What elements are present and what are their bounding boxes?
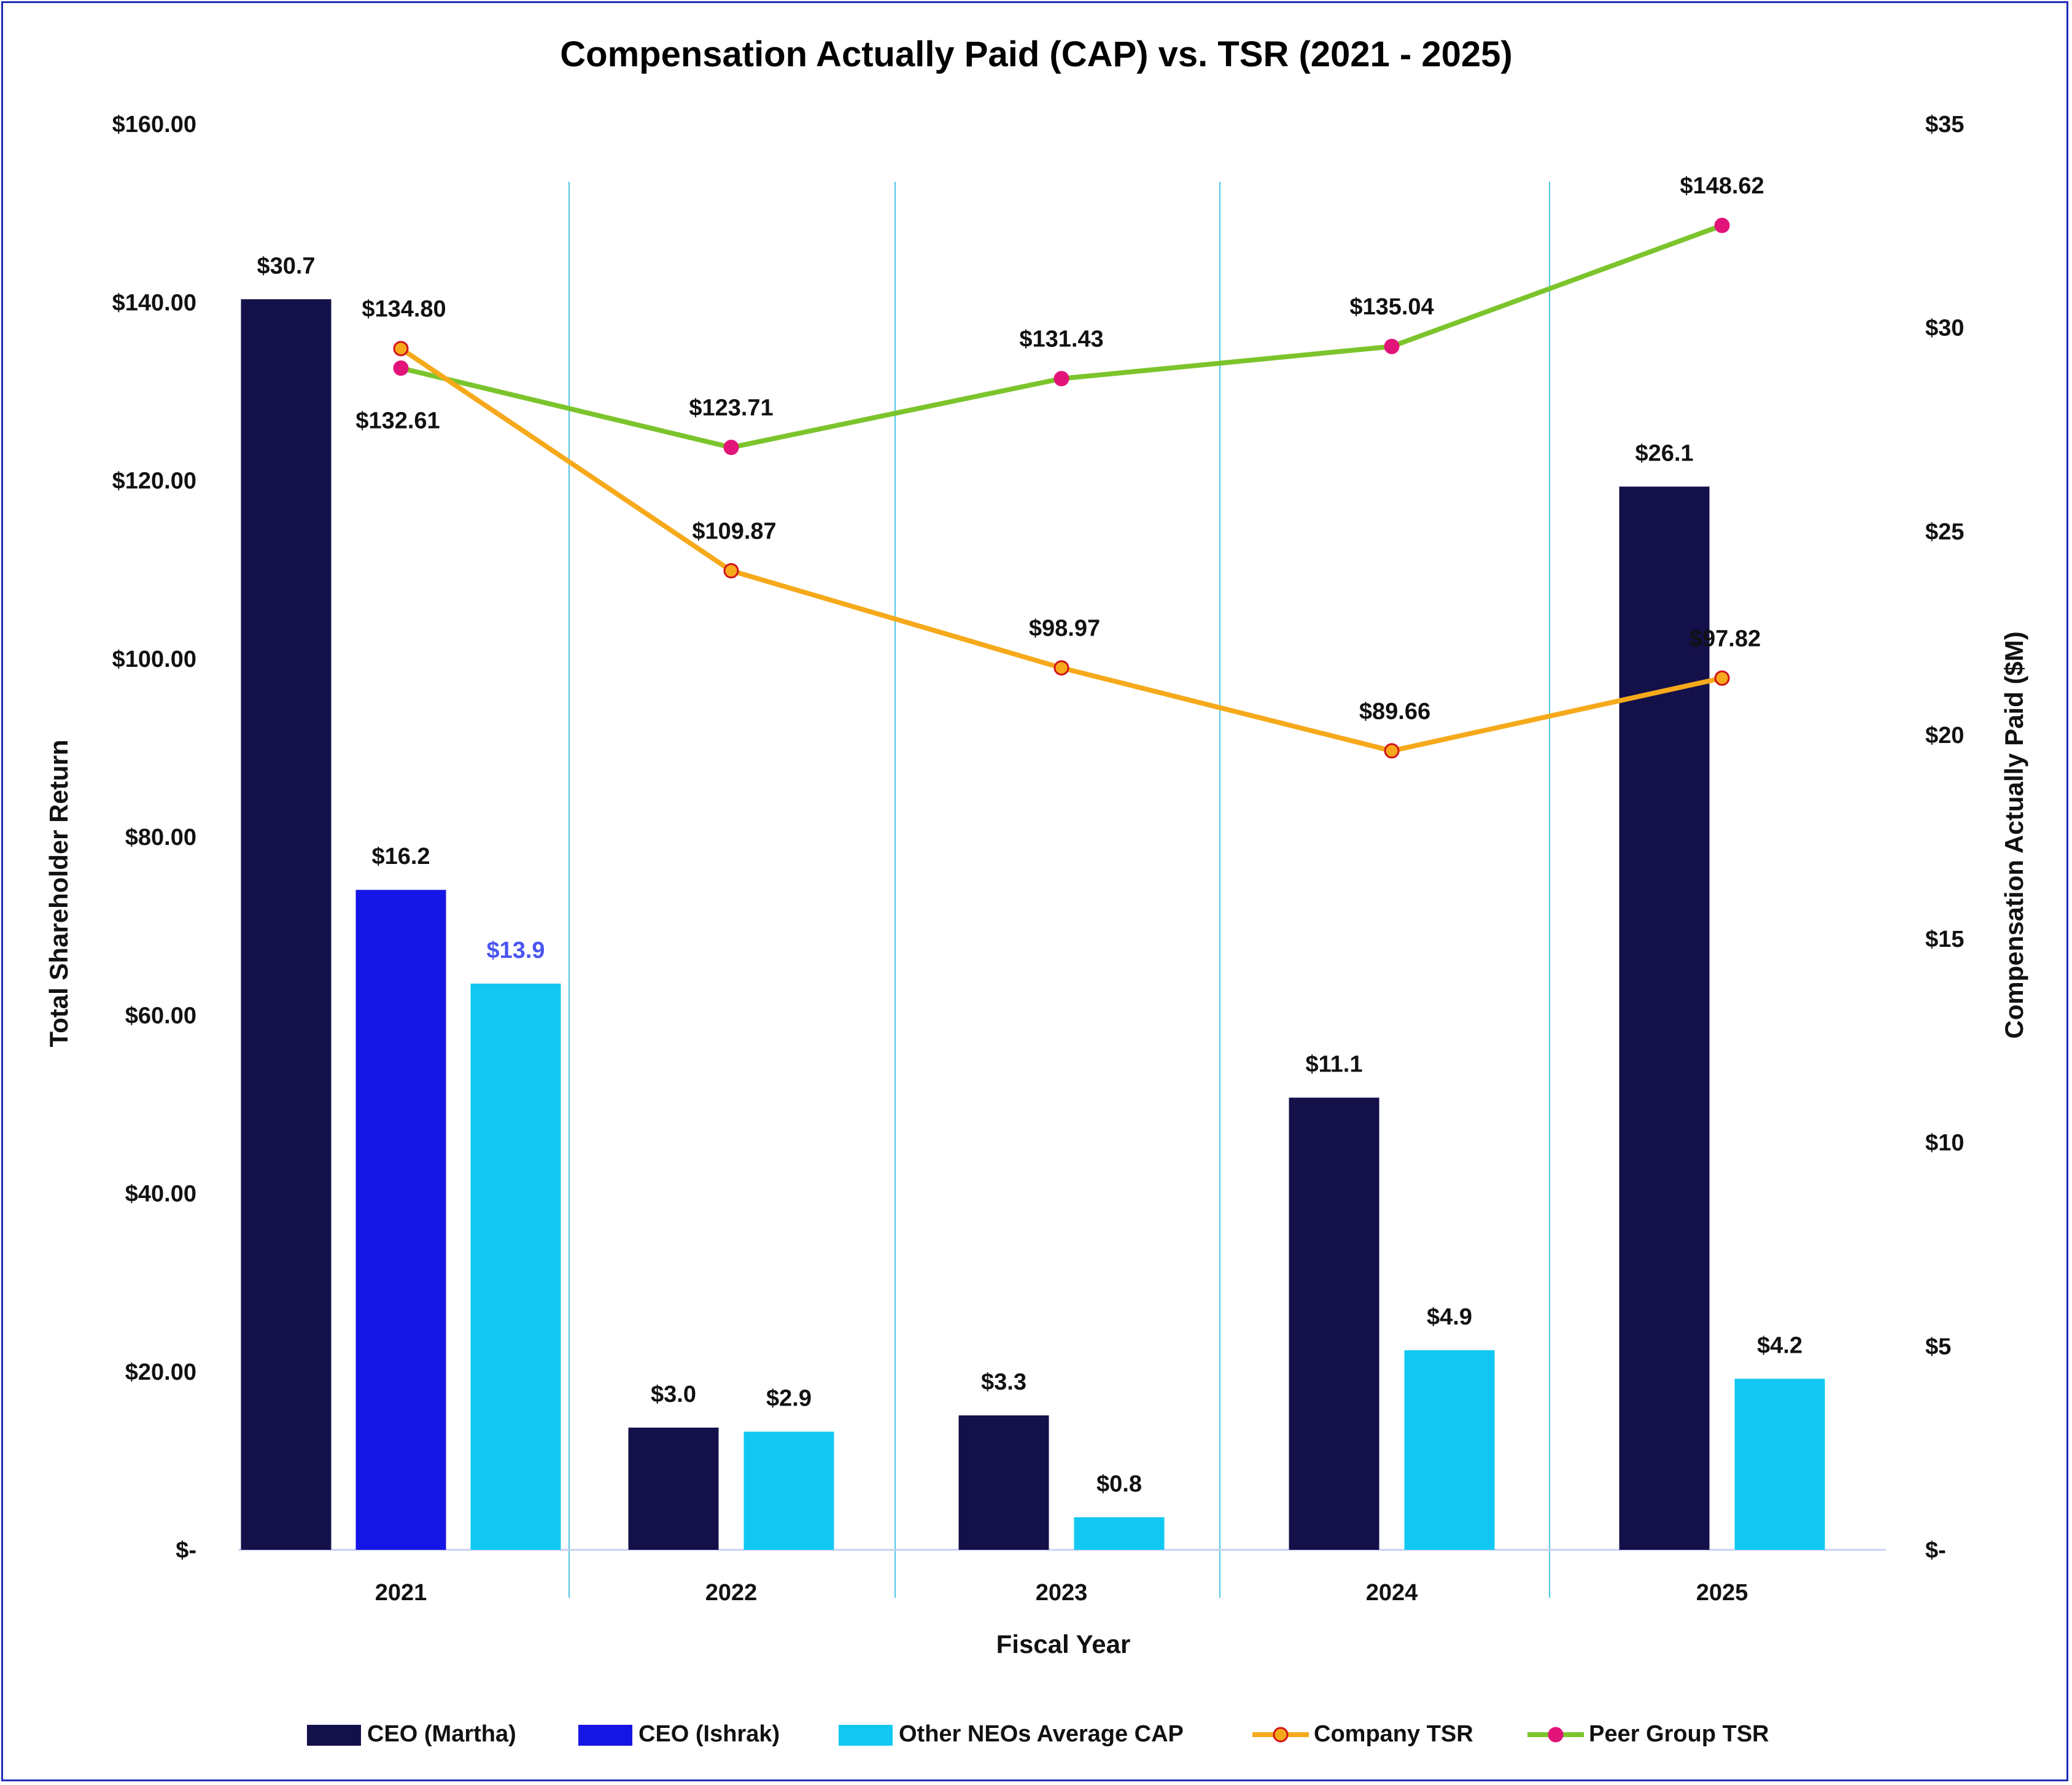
bar-data-label: $16.2 (371, 844, 430, 869)
right-tick-label: $20 (1925, 723, 1964, 749)
legend-label-ceo-martha-: CEO (Martha) (367, 1721, 516, 1747)
legend: CEO (Martha) CEO (Ishrak) Other NEOs Avera… (307, 1721, 1769, 1747)
marker-company-tsr-2021 (393, 341, 409, 357)
bar-data-label: $26.1 (1635, 440, 1693, 466)
bar-other-neos-average-cap-2021 (470, 983, 561, 1550)
legend-label-company-tsr: Company TSR (1314, 1721, 1473, 1747)
chart-title: Compensation Actually Paid (CAP) vs. TSR… (560, 34, 1512, 74)
x-axis-title: Fiscal Year (996, 1630, 1131, 1659)
legend-label-other-neos-average-cap: Other NEOs Average CAP (899, 1721, 1184, 1747)
bar-data-label: $11.1 (1306, 1052, 1363, 1078)
left-axis-title: Total Shareholder Return (44, 740, 73, 1048)
x-tick-label: 2024 (1366, 1580, 1418, 1606)
bar-ceo-martha--2025 (1619, 486, 1710, 1550)
line-data-labels: $134.80 $109.87 $98.97 $89.66 $97.82 $132.61 $… (355, 173, 1764, 725)
line-company-tsr (399, 346, 1723, 753)
right-tick-label: $- (1925, 1538, 1946, 1563)
right-tick-label: $25 (1925, 519, 1964, 545)
bar-data-label: $3.0 (651, 1382, 696, 1407)
peer-tsr-label: $131.43 (1019, 327, 1103, 352)
left-tick-label: $60.00 (125, 1003, 196, 1029)
company-tsr-label: $109.87 (692, 519, 776, 545)
marker-company-tsr-2022 (723, 563, 739, 579)
company-tsr-label: $134.80 (362, 297, 446, 322)
x-tick-label: 2022 (705, 1580, 758, 1606)
bar-other-neos-average-cap-2025 (1734, 1379, 1825, 1550)
legend-label-ceo-ishrak-: CEO (Ishrak) (638, 1721, 780, 1747)
bar-other-neos-average-cap-2022 (743, 1431, 834, 1550)
x-tick-label: 2021 (375, 1580, 427, 1606)
x-axis-ticks: 2021 2022 2023 2024 2025 (375, 1580, 1748, 1606)
bar-ceo-martha--2023 (958, 1415, 1049, 1550)
marker-peer-group-tsr-2024 (1384, 338, 1400, 354)
bar-data-label: $4.2 (1757, 1332, 1802, 1358)
bar-data-label: $4.9 (1427, 1304, 1472, 1330)
right-axis-title: Compensation Actually Paid ($M) (2000, 631, 2028, 1039)
bar-ceo-martha--2024 (1289, 1097, 1379, 1550)
peer-tsr-label: $123.71 (689, 395, 773, 421)
bar-data-label: $0.8 (1096, 1471, 1142, 1497)
x-tick-label: 2025 (1696, 1580, 1748, 1606)
left-tick-label: $20.00 (125, 1359, 196, 1385)
legend-swatch-other-neos-average-cap (839, 1725, 893, 1746)
bar-data-labels: $30.7 $16.2 $13.9 $3.0 $2.9 $3.3 $0.8 $11.1 $4.9… (257, 253, 1802, 1497)
legend-swatch-ceo-ishrak- (578, 1725, 632, 1746)
right-tick-label: $30 (1925, 316, 1964, 341)
marker-company-tsr-2025 (1714, 670, 1730, 686)
right-axis-ticks: $- $5 $10 $15 $20 $25 $30 $35 (1925, 112, 1964, 1563)
marker-peer-group-tsr-2022 (723, 440, 739, 456)
line-series (393, 217, 1730, 759)
marker-peer-group-tsr-2023 (1053, 371, 1069, 387)
right-tick-label: $35 (1925, 112, 1964, 138)
legend-label-peer-group-tsr: Peer Group TSR (1589, 1721, 1769, 1747)
marker-company-tsr-2023 (1053, 660, 1069, 676)
marker-company-tsr-2024 (1384, 743, 1400, 759)
company-tsr-label: $97.82 (1690, 626, 1761, 651)
left-tick-label: $140.00 (112, 290, 196, 316)
bar-data-label: $3.3 (981, 1369, 1026, 1395)
x-tick-label: 2023 (1036, 1580, 1088, 1606)
bar-ceo-martha--2022 (628, 1427, 719, 1550)
right-tick-label: $5 (1925, 1334, 1951, 1359)
right-tick-label: $10 (1925, 1130, 1964, 1156)
bar-data-label: $30.7 (257, 253, 315, 279)
bar-other-neos-average-cap-2023 (1074, 1517, 1165, 1550)
bar-ceo-ishrak--2021 (355, 890, 446, 1550)
left-tick-label: $40.00 (125, 1181, 196, 1207)
bar-series (241, 299, 1825, 1550)
bar-ceo-martha--2021 (241, 299, 332, 1550)
marker-peer-group-tsr-2025 (1714, 217, 1730, 233)
marker-peer-group-tsr-2021 (393, 360, 409, 376)
legend-marker-peer-group-tsr (1548, 1727, 1564, 1743)
peer-tsr-label: $148.62 (1680, 173, 1764, 199)
left-tick-label: $160.00 (112, 112, 196, 138)
left-tick-label: $120.00 (112, 469, 196, 494)
bar-data-label: $13.9 (486, 938, 545, 963)
bar-other-neos-average-cap-2024 (1404, 1350, 1495, 1550)
left-tick-label: $80.00 (125, 825, 196, 850)
right-tick-label: $15 (1925, 927, 1964, 952)
peer-tsr-label: $135.04 (1349, 294, 1434, 320)
company-tsr-label: $98.97 (1029, 616, 1100, 642)
year-separators (568, 182, 1550, 1598)
legend-swatch-ceo-martha- (307, 1725, 361, 1746)
company-tsr-label: $89.66 (1359, 699, 1430, 725)
left-tick-label: $- (176, 1538, 196, 1563)
left-axis-ticks: $- $20.00 $40.00 $60.00 $80.00 $100.00 $120.00… (112, 112, 196, 1563)
peer-tsr-label: $132.61 (355, 408, 440, 434)
left-tick-label: $100.00 (112, 647, 196, 672)
legend-marker-company-tsr (1273, 1727, 1289, 1743)
bar-data-label: $2.9 (766, 1386, 812, 1412)
